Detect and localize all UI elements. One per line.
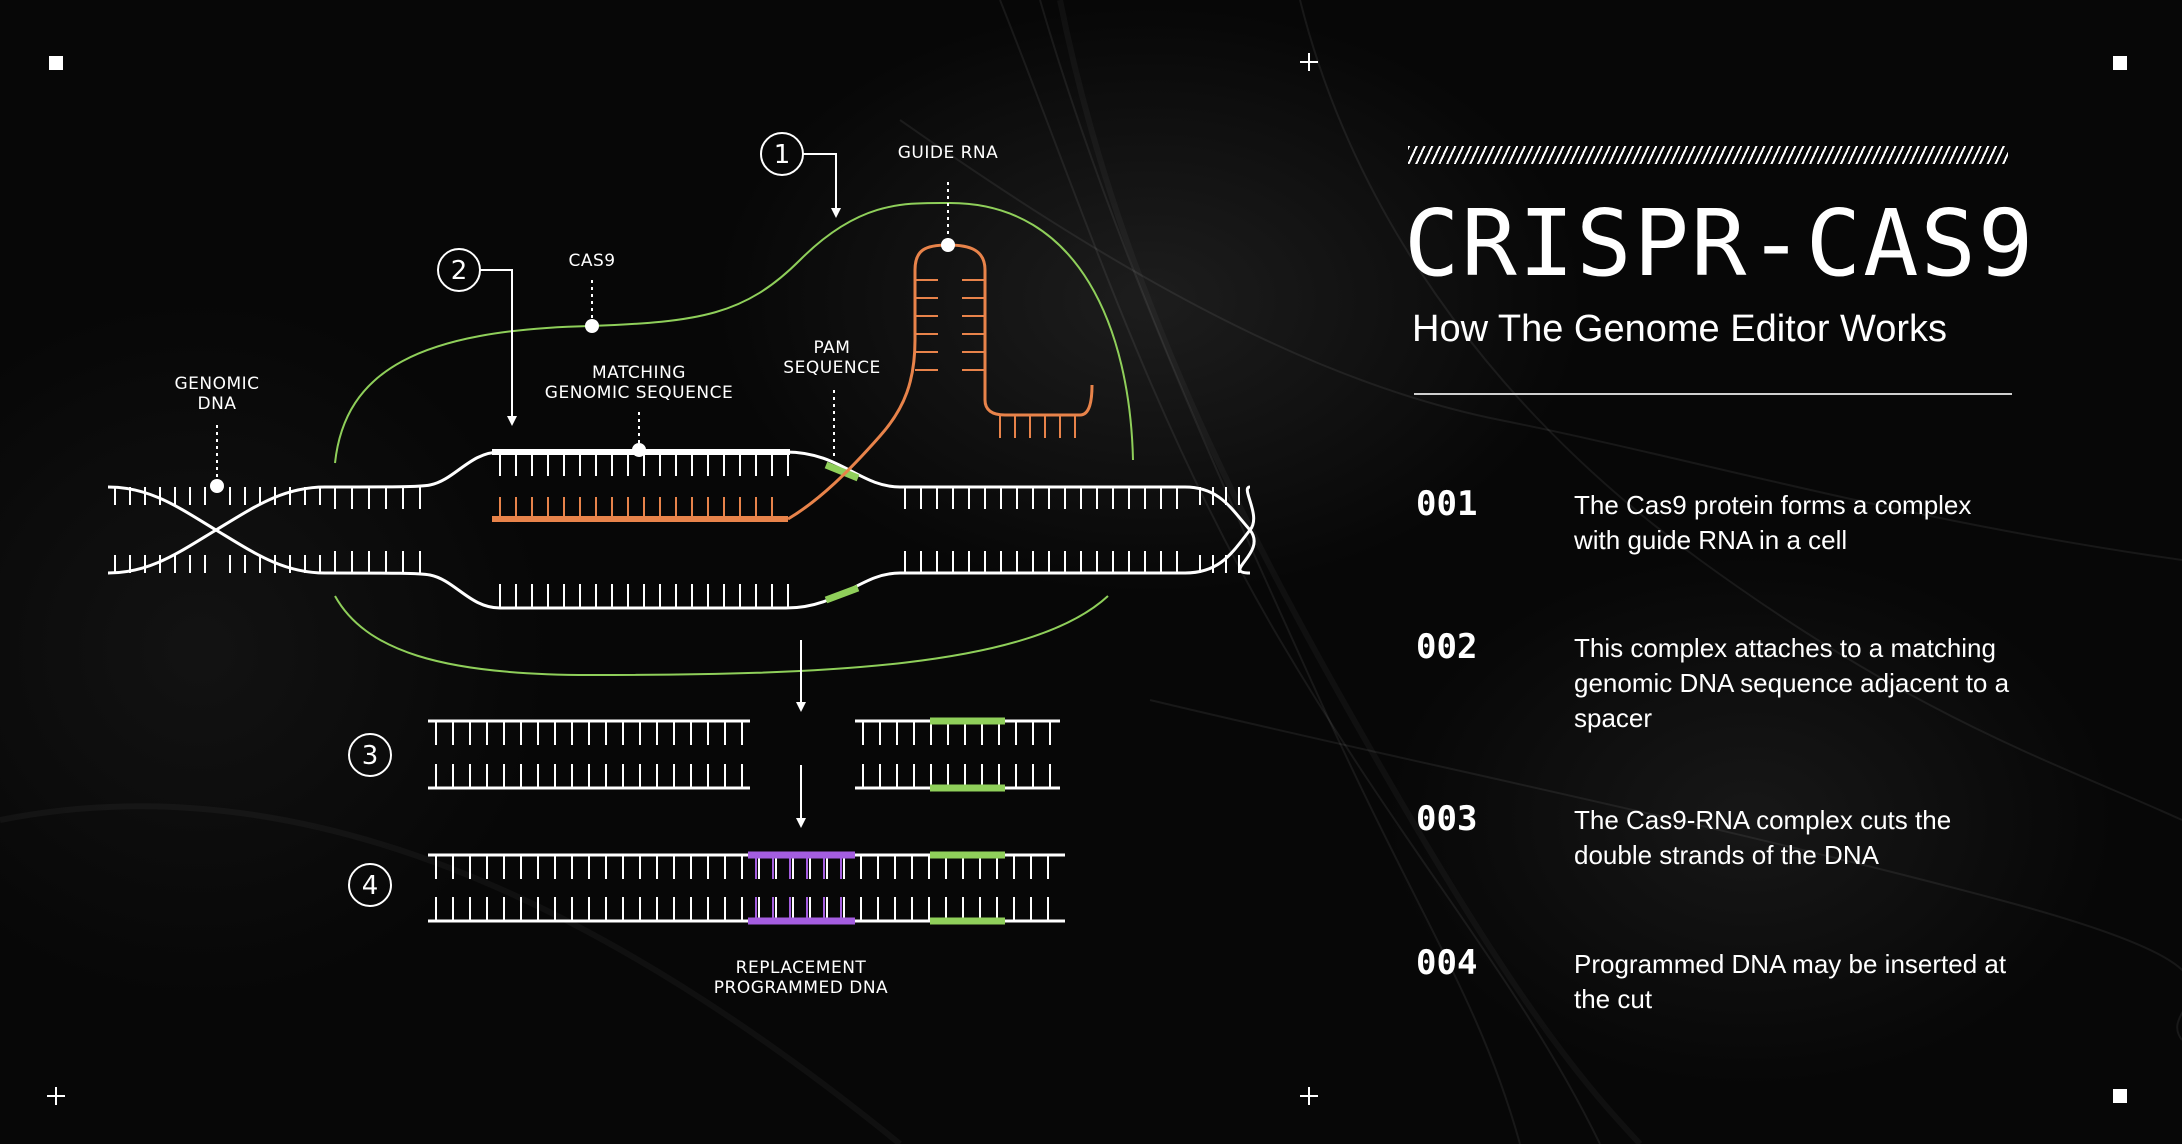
corner-marker <box>2113 56 2127 70</box>
pointer-dot <box>632 443 646 457</box>
corner-marker <box>2113 1089 2127 1103</box>
step-markers: 1 2 3 4 <box>348 132 804 907</box>
step-marker-number: 1 <box>774 140 791 170</box>
genomic-dna <box>107 449 1256 610</box>
arrow-line <box>803 153 837 212</box>
dna-strand <box>1184 485 1256 575</box>
pointer-dot <box>585 319 599 333</box>
step-number: 003 <box>1416 799 1478 839</box>
repaired-dna <box>428 851 1065 925</box>
pam-mark <box>824 584 860 604</box>
cas9-outline-bottom <box>334 595 1109 677</box>
step-marker-number: 2 <box>451 256 468 286</box>
arrow-head <box>507 416 517 426</box>
dna-strand <box>324 571 1185 610</box>
step-text: This complex attaches to a matching geno… <box>1574 633 2010 733</box>
cas9-outline <box>334 201 1134 677</box>
plus-marker <box>1300 53 1318 71</box>
arrow-head <box>831 208 841 218</box>
arrow-head <box>796 702 806 712</box>
cut-dna <box>428 717 1060 792</box>
pointer-dot <box>941 238 955 252</box>
page-title: CRISPR-CAS9 <box>1404 190 2036 297</box>
hatch-decoration <box>1408 146 2008 164</box>
dna-strand <box>107 485 326 575</box>
step-text: The Cas9-RNA complex cuts the double str… <box>1574 805 1952 870</box>
step-text: Programmed DNA may be inserted at the cu… <box>1574 949 2007 1014</box>
arrow-line <box>480 269 513 420</box>
pointer-dot <box>210 479 224 493</box>
guide-rna-hairpin <box>787 243 1094 521</box>
cas9-outline-top <box>334 201 1134 464</box>
step-number: 001 <box>1416 484 1478 524</box>
page-subtitle: How The Genome Editor Works <box>1412 308 1948 350</box>
corner-marker <box>49 56 63 70</box>
step-marker-circle <box>348 863 392 907</box>
label-genomic-dna: GENOMIC DNA <box>174 374 260 414</box>
step-marker-circle <box>760 132 804 176</box>
step-text: The Cas9 protein forms a complex with gu… <box>1574 490 1972 555</box>
step-marker-number: 3 <box>362 741 379 771</box>
arrow-head <box>796 818 806 828</box>
step-number: 004 <box>1416 943 1478 983</box>
label-matching-sequence: MATCHING GENOMIC SEQUENCE <box>544 363 734 403</box>
divider <box>1414 393 2012 395</box>
step-number: 002 <box>1416 627 1478 667</box>
step-marker-circle <box>348 733 392 777</box>
label-guide-rna: GUIDE RNA <box>897 143 999 163</box>
label-replacement-dna: REPLACEMENT PROGRAMMED DNA <box>713 958 889 998</box>
label-cas9: CAS9 <box>568 251 616 271</box>
pam-mark <box>824 461 860 482</box>
pointers <box>210 153 955 828</box>
guide-rna <box>492 243 1094 522</box>
plus-marker <box>47 1087 65 1105</box>
step-marker-number: 4 <box>362 871 379 901</box>
plus-marker <box>1300 1087 1318 1105</box>
label-pam-sequence: PAM SEQUENCE <box>783 338 881 378</box>
dna-strand <box>1184 485 1256 575</box>
step-marker-circle <box>437 248 481 292</box>
